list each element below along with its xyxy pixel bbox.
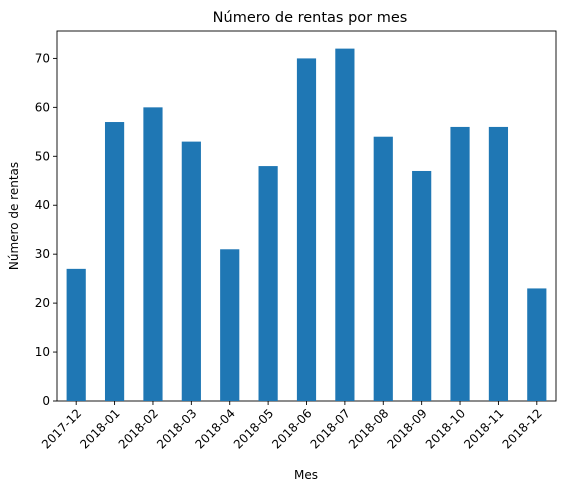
y-tick-label: 30	[35, 247, 50, 261]
bar-2017-12	[66, 268, 86, 401]
y-axis-label: Número de rentas	[7, 162, 21, 270]
x-tick-label: 2018-03	[154, 406, 199, 451]
bar-2018-01	[104, 122, 125, 401]
bar-2018-08	[373, 136, 393, 401]
y-tick-label: 40	[35, 198, 50, 212]
bar-2018-03	[181, 141, 201, 402]
bar-2018-02	[143, 107, 163, 401]
bar-2018-12	[527, 288, 547, 401]
bar-2018-05	[258, 166, 278, 401]
bars	[66, 48, 547, 402]
x-tick-label: 2018-11	[461, 406, 506, 451]
y-tick-label: 20	[35, 296, 50, 310]
x-tick-label: 2018-07	[308, 406, 353, 451]
x-axis: 2017-122018-012018-022018-032018-042018-…	[39, 401, 545, 452]
bar-2018-10	[450, 126, 470, 402]
bar-2018-04	[220, 249, 240, 401]
x-tick-label: 2018-08	[346, 406, 391, 451]
x-tick-label: 2018-10	[423, 406, 468, 451]
x-tick-label: 2018-06	[269, 406, 314, 451]
x-tick-label: 2018-12	[500, 406, 545, 451]
bar-2018-06	[296, 58, 317, 401]
x-tick-label: 2017-12	[39, 406, 84, 451]
bar-2018-07	[335, 48, 355, 402]
x-tick-label: 2018-05	[231, 406, 276, 451]
x-tick-label: 2018-04	[192, 406, 237, 451]
y-axis: 0 10 20 30 40 50 60 70	[35, 51, 57, 408]
bar-2018-09	[412, 170, 432, 401]
y-tick-label: 10	[35, 345, 50, 359]
x-tick-label: 2018-09	[384, 406, 429, 451]
y-tick-label: 50	[35, 149, 50, 163]
x-tick-label: 2018-02	[116, 406, 161, 451]
y-tick-label: 60	[35, 100, 50, 114]
bar-2018-11	[488, 126, 509, 402]
x-axis-label: Mes	[294, 468, 318, 482]
chart-title: Número de rentas por mes	[213, 10, 408, 26]
y-tick-label: 70	[35, 51, 50, 65]
x-tick-label: 2018-01	[77, 406, 122, 451]
y-tick-label: 0	[42, 394, 50, 408]
